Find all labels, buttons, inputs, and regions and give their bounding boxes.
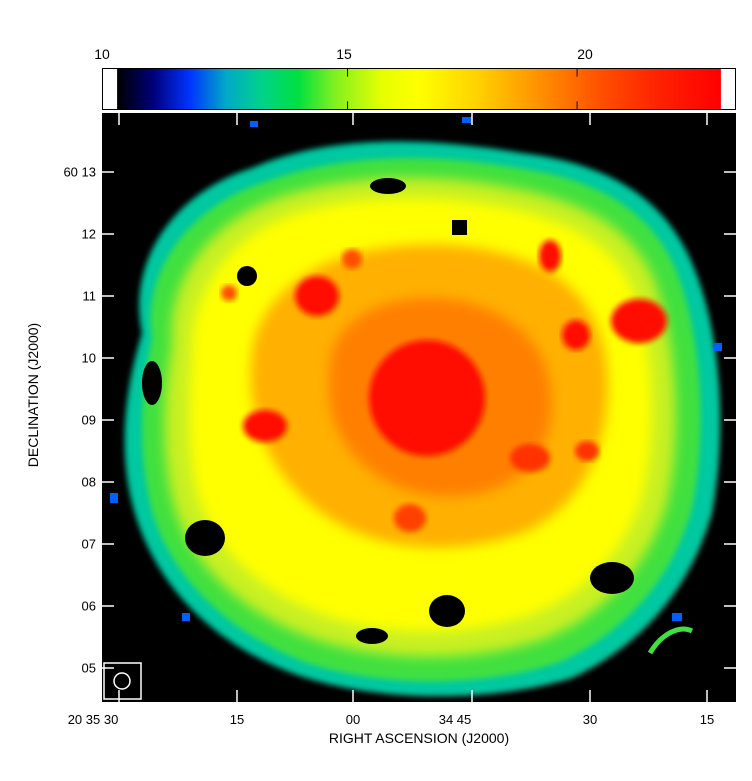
beam-box [103, 662, 142, 700]
emission-core [369, 340, 485, 456]
emission-speckle [672, 613, 682, 621]
emission-arc [647, 626, 694, 655]
emission-speckle [714, 343, 722, 351]
emission-gap [452, 220, 467, 235]
emission-gap [142, 361, 162, 405]
dec-tick-label: 07 [81, 536, 96, 552]
ra-tick-label: 15 [699, 712, 715, 727]
dec-tick-label: 12 [81, 226, 96, 242]
emission-knot [295, 276, 339, 316]
dec-tick-label: 06 [81, 598, 96, 614]
emission-knot [562, 320, 590, 350]
intensity-map [102, 113, 736, 702]
emission-gap [237, 266, 257, 286]
emission-speckle [462, 117, 472, 123]
ra-tick-label: 20 35 30 [67, 712, 119, 727]
emission-knot [510, 444, 550, 472]
emission-speckle [182, 613, 190, 621]
dec-tick-label: 60 13 [63, 164, 96, 180]
dec-ticks [102, 171, 736, 669]
colorbar-gradient [117, 69, 721, 109]
ra-tick-label: 15 [229, 712, 245, 727]
dec-tick-label: 11 [82, 288, 97, 304]
dec-tick-label: 05 [81, 660, 96, 676]
emission-knot [342, 249, 362, 269]
ra-ticks [118, 113, 708, 702]
beam-ellipse [113, 672, 131, 690]
y-axis-label: DECLINATION (J2000) [25, 322, 41, 468]
emission-gap [370, 178, 406, 194]
emission-gap [429, 595, 465, 627]
emission-knot [611, 299, 667, 343]
ra-tick-label: 00 [345, 712, 361, 727]
emission-knot [243, 410, 287, 442]
dec-tick-label: 10 [81, 350, 96, 366]
ra-tick-label: 30 [582, 712, 598, 727]
emission-gap [185, 520, 225, 556]
emission-knot [539, 240, 561, 272]
emission-speckle [250, 121, 258, 127]
emission-knot [221, 285, 237, 301]
colorbar [102, 68, 736, 110]
ra-tick-label: 34 45 [438, 712, 472, 727]
x-axis-label: RIGHT ASCENSION (J2000) [328, 730, 510, 746]
colorbar-tick-label: 15 [336, 46, 352, 62]
emission-knot [575, 441, 599, 461]
emission-gap [356, 628, 388, 644]
dec-tick-label: 09 [81, 412, 96, 428]
colorbar-tick-label: 10 [94, 46, 110, 62]
colorbar-tick-label: 20 [577, 46, 593, 62]
emission-gap [590, 562, 634, 594]
emission-knot [394, 504, 426, 532]
emission-speckle [110, 493, 118, 503]
dec-tick-label: 08 [81, 474, 96, 490]
